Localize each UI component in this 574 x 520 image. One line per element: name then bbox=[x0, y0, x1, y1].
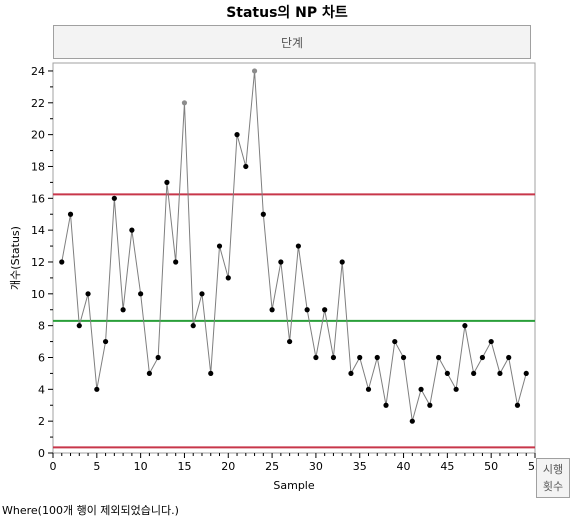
data-point[interactable] bbox=[199, 291, 205, 297]
x-tick-label: 0 bbox=[50, 460, 57, 473]
control-limit-lines bbox=[53, 193, 535, 449]
y-tick-label: 14 bbox=[31, 224, 45, 237]
data-series bbox=[59, 68, 529, 424]
x-tick-label: 45 bbox=[440, 460, 454, 473]
data-point[interactable] bbox=[173, 259, 179, 265]
data-point[interactable] bbox=[383, 402, 389, 408]
x-tick-label: 40 bbox=[397, 460, 411, 473]
y-tick-label: 6 bbox=[38, 351, 45, 364]
data-point[interactable] bbox=[278, 259, 284, 265]
data-point[interactable] bbox=[94, 386, 100, 392]
runs-label-line-2: 횟수 bbox=[542, 480, 564, 493]
flagged-data-point[interactable] bbox=[181, 100, 188, 106]
data-point[interactable] bbox=[295, 243, 301, 249]
flagged-data-point[interactable] bbox=[251, 68, 258, 74]
x-tick-label: 50 bbox=[484, 460, 498, 473]
data-point[interactable] bbox=[374, 354, 380, 361]
data-point[interactable] bbox=[427, 402, 433, 408]
y-tick-label: 4 bbox=[38, 383, 45, 396]
data-point[interactable] bbox=[102, 338, 109, 345]
y-tick-label: 12 bbox=[31, 256, 45, 269]
x-tick-label: 5 bbox=[93, 460, 100, 473]
data-point[interactable] bbox=[287, 338, 293, 345]
y-tick-label: 0 bbox=[38, 447, 45, 460]
data-point[interactable] bbox=[330, 354, 337, 361]
data-point[interactable] bbox=[67, 211, 74, 217]
data-point[interactable] bbox=[322, 307, 328, 313]
x-tick-label: 20 bbox=[221, 460, 235, 473]
y-tick-label: 24 bbox=[31, 65, 45, 78]
x-tick-label: 15 bbox=[177, 460, 191, 473]
where-note: Where(100개 행이 제외되었습니다.) bbox=[2, 504, 179, 517]
y-tick-label: 2 bbox=[38, 415, 45, 428]
y-tick-label: 16 bbox=[31, 192, 45, 205]
data-point[interactable] bbox=[436, 354, 442, 361]
data-point[interactable] bbox=[216, 243, 223, 249]
y-tick-label: 10 bbox=[31, 288, 45, 301]
x-tick-label: 10 bbox=[134, 460, 148, 473]
runs-drop-zone[interactable]: 시행 횟수 bbox=[536, 458, 570, 498]
x-axis: 0 5 10 15 20 25 30 35 40 45 50 55 bbox=[50, 453, 542, 473]
data-point[interactable] bbox=[418, 386, 424, 392]
y-tick-label: 18 bbox=[31, 160, 45, 173]
data-point[interactable] bbox=[155, 354, 161, 361]
data-point[interactable] bbox=[488, 338, 494, 345]
data-point[interactable] bbox=[365, 386, 372, 392]
data-point[interactable] bbox=[234, 132, 240, 138]
x-axis-label: Sample bbox=[273, 479, 314, 492]
y-tick-label: 22 bbox=[31, 97, 45, 110]
data-point[interactable] bbox=[138, 291, 144, 297]
chart-title: Status의 NP 차트 bbox=[226, 5, 348, 21]
data-point[interactable] bbox=[313, 354, 319, 361]
data-point[interactable] bbox=[146, 370, 152, 377]
data-point[interactable] bbox=[76, 323, 82, 329]
data-point[interactable] bbox=[444, 370, 450, 377]
runs-label-line-1: 시행 bbox=[542, 463, 564, 476]
x-tick-label: 35 bbox=[353, 460, 367, 473]
y-tick-label: 8 bbox=[38, 320, 45, 333]
data-point[interactable] bbox=[59, 259, 65, 265]
data-point[interactable] bbox=[269, 307, 275, 313]
data-point[interactable] bbox=[409, 418, 415, 424]
data-point[interactable] bbox=[357, 354, 363, 361]
data-point[interactable] bbox=[523, 370, 529, 377]
data-point[interactable] bbox=[260, 211, 266, 217]
data-point[interactable] bbox=[208, 370, 214, 377]
data-point[interactable] bbox=[129, 227, 135, 233]
y-axis-label: 개수(Status) bbox=[9, 226, 22, 290]
data-point[interactable] bbox=[348, 370, 354, 377]
data-point[interactable] bbox=[111, 195, 117, 201]
data-point[interactable] bbox=[462, 323, 468, 329]
data-point[interactable] bbox=[497, 370, 503, 377]
x-tick-label: 30 bbox=[309, 460, 323, 473]
plot-frame bbox=[52, 62, 536, 454]
data-point[interactable] bbox=[190, 323, 196, 329]
phase-label: 단계 bbox=[280, 35, 304, 50]
data-point[interactable] bbox=[225, 275, 231, 281]
phase-drop-zone[interactable]: 단계 bbox=[53, 25, 531, 59]
data-point[interactable] bbox=[479, 354, 486, 361]
data-point[interactable] bbox=[514, 402, 521, 408]
data-point[interactable] bbox=[400, 354, 407, 361]
data-point[interactable] bbox=[339, 259, 345, 265]
data-point[interactable] bbox=[304, 307, 310, 313]
data-point[interactable] bbox=[243, 163, 249, 170]
data-point[interactable] bbox=[85, 291, 91, 297]
y-tick-label: 20 bbox=[31, 129, 45, 142]
data-point[interactable] bbox=[453, 386, 459, 392]
data-point[interactable] bbox=[392, 338, 398, 345]
data-point[interactable] bbox=[471, 370, 477, 377]
x-tick-label: 25 bbox=[265, 460, 279, 473]
data-point[interactable] bbox=[506, 354, 512, 361]
data-point[interactable] bbox=[120, 307, 126, 313]
data-point[interactable] bbox=[164, 179, 170, 185]
series-line bbox=[61, 70, 527, 422]
